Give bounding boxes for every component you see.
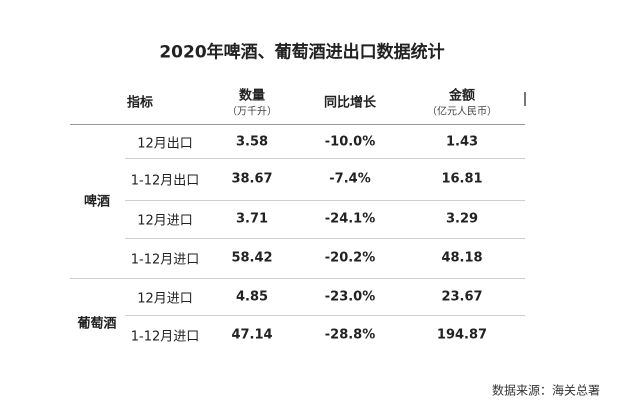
cropped-column-edge [524, 92, 526, 106]
cell-value: 48.18 [441, 250, 483, 266]
cell-value: -24.1% [324, 211, 376, 227]
header-unit: （亿元人民币） [427, 106, 497, 118]
row-rule [125, 315, 525, 316]
cell-value: 4.85 [235, 289, 269, 304]
cell-value: -7.4% [329, 171, 371, 187]
title: 2020年啤酒、葡萄酒进出口数据统计 [159, 42, 445, 63]
cell-value: -20.2% [324, 250, 376, 266]
cell-value: 1.43 [445, 134, 479, 149]
cell-value: -10.0% [324, 134, 376, 149]
row-rule [125, 158, 525, 159]
row-label: 12月进口 [137, 291, 193, 306]
header-rule [70, 124, 525, 125]
row-label: 12月出口 [137, 136, 193, 151]
group-label: 葡萄酒 [77, 316, 117, 332]
row-label: 1-12月进口 [130, 252, 200, 268]
cell-value: 47.14 [231, 327, 273, 343]
cell-value: 3.58 [235, 134, 269, 149]
header-label: 指标 [126, 95, 154, 111]
row-label: 12月进口 [137, 213, 193, 229]
cell-value: 3.71 [235, 211, 269, 227]
header-label: 金额 [448, 88, 476, 104]
cell-value: 194.87 [436, 327, 488, 343]
cell-value: 58.42 [231, 250, 273, 266]
source-note: 数据来源：海关总署 [491, 383, 601, 398]
row-label: 1-12月出口 [130, 173, 200, 189]
cell-value: 38.67 [231, 171, 273, 187]
cell-value: 3.29 [445, 211, 479, 227]
cell-value: 23.67 [441, 289, 483, 304]
cell-value: 16.81 [441, 171, 483, 187]
header-label: 数量 [238, 88, 266, 104]
header-unit: （万千升） [227, 106, 277, 118]
cell-value: -23.0% [324, 289, 376, 304]
row-label: 1-12月进口 [130, 329, 200, 345]
cell-value: -28.8% [324, 327, 376, 343]
group-label: 啤酒 [83, 194, 111, 210]
row-rule [125, 238, 525, 239]
row-rule [125, 200, 525, 201]
row-rule [70, 278, 525, 279]
header-label: 同比增长 [323, 95, 377, 111]
